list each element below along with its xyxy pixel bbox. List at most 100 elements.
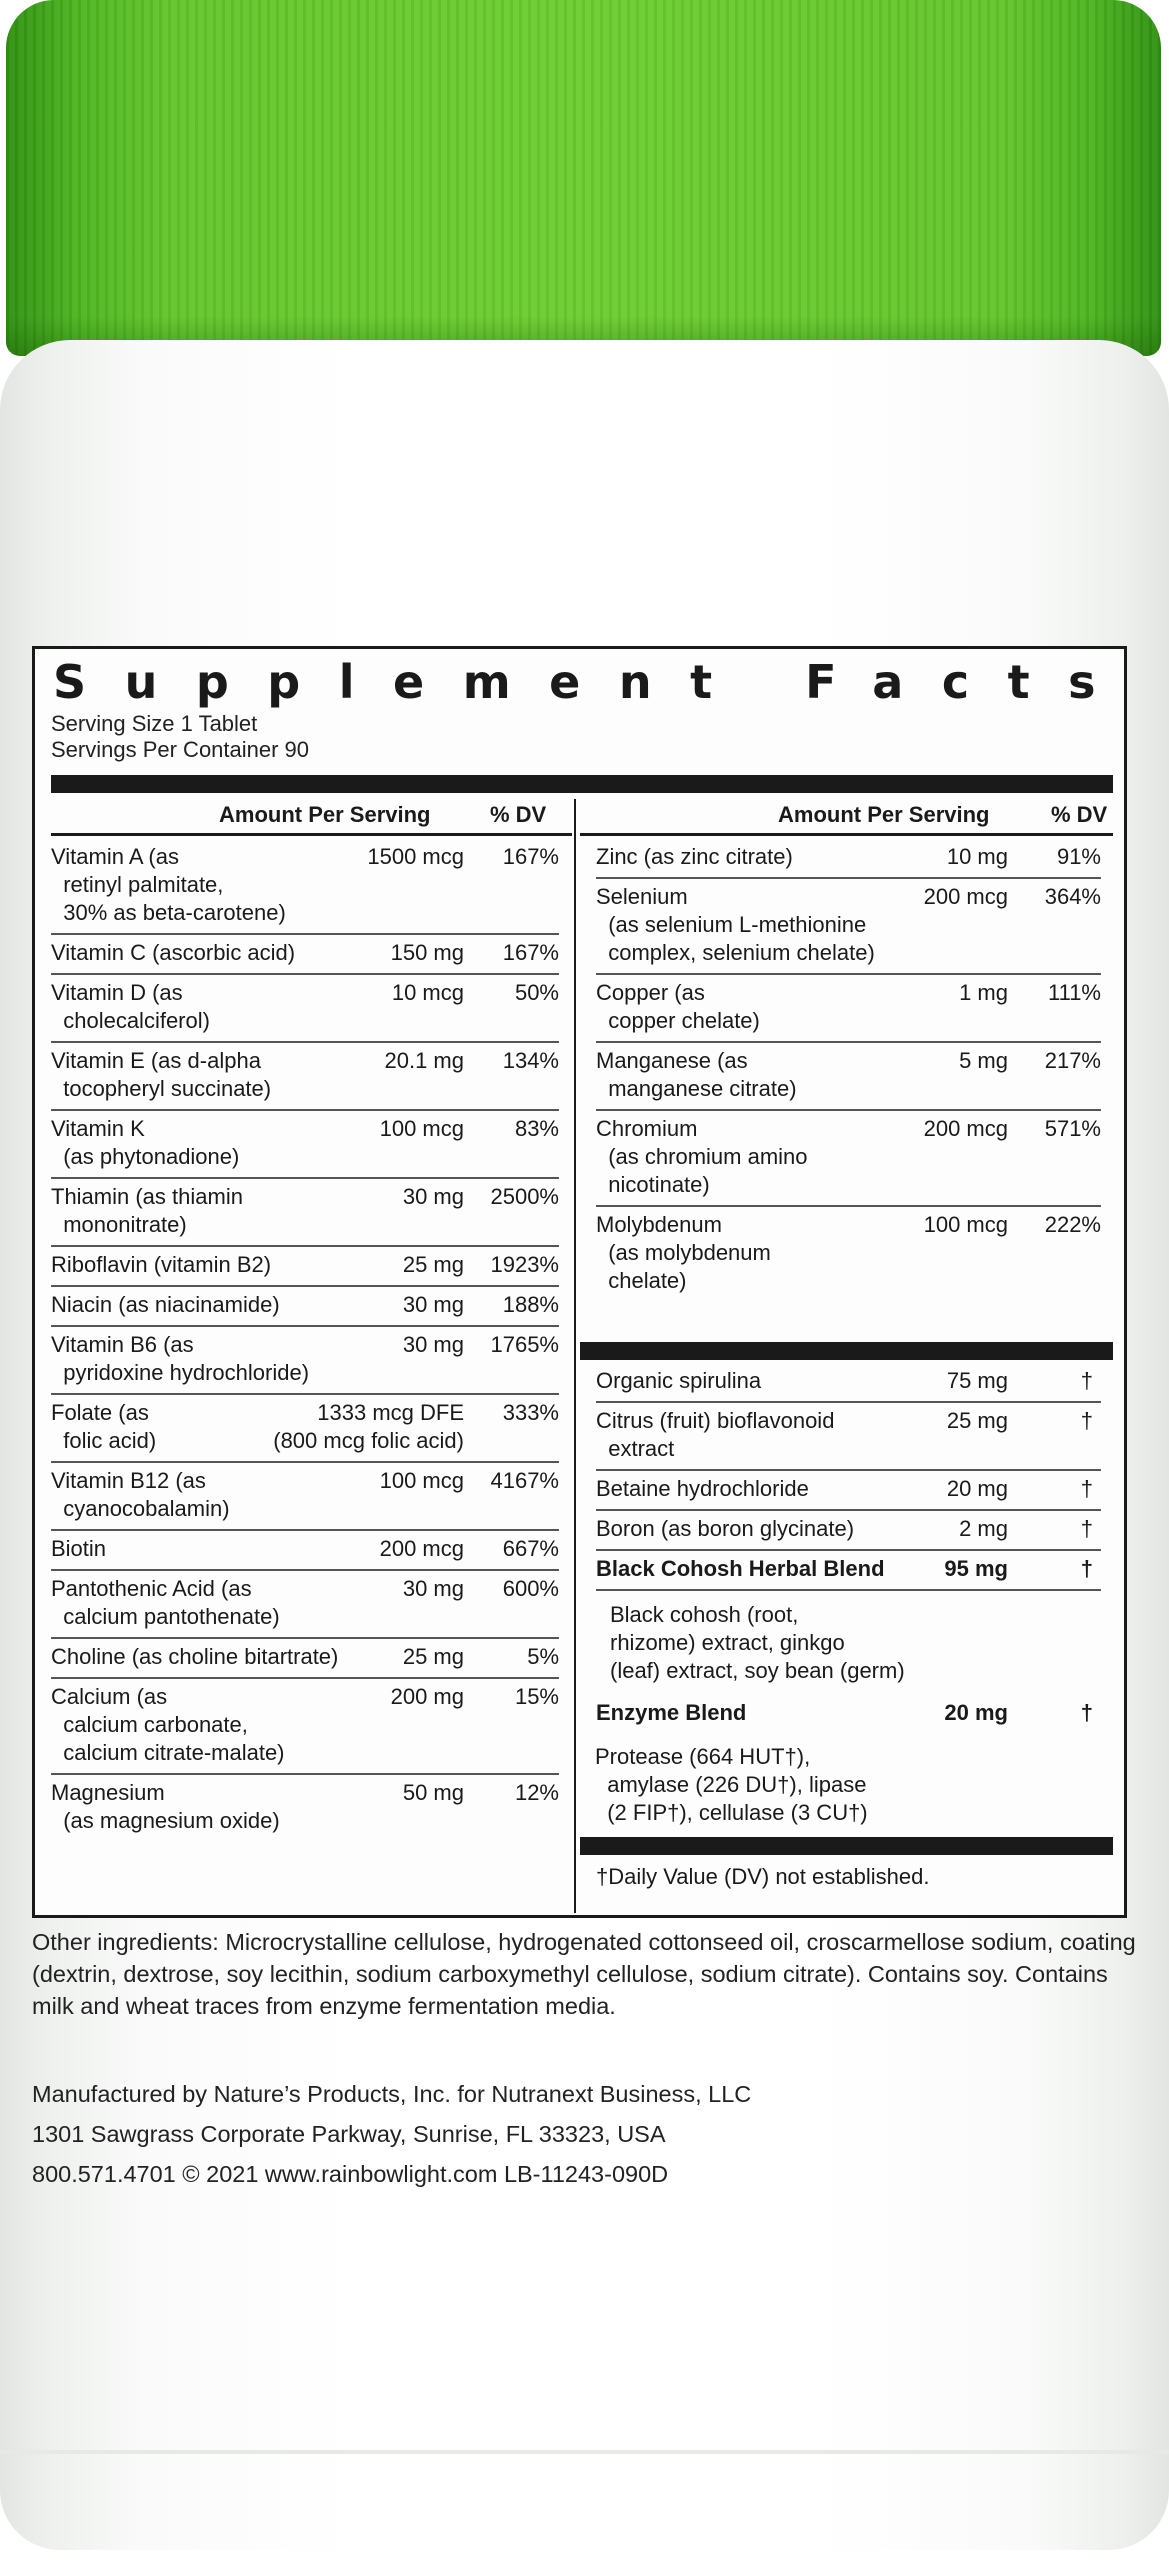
nutrient-amount: 150 mg bbox=[390, 940, 464, 965]
left-header-dv: % DV bbox=[490, 802, 547, 827]
daily-value-footnote: †Daily Value (DV) not established. bbox=[596, 1864, 930, 1889]
servings-per-container: Servings Per Container 90 bbox=[51, 737, 310, 762]
nutrient-daily-value: 222% bbox=[1044, 1212, 1101, 1237]
nutrient-row: Selenium (as selenium L-methionine compl… bbox=[596, 879, 1101, 975]
nutrient-name: Boron (as boron glycinate) bbox=[596, 1516, 855, 1541]
nutrient-amount: 100 mcg bbox=[379, 1468, 464, 1493]
nutrient-name: Folate (as folic acid) bbox=[51, 1400, 157, 1453]
nutrient-daily-value: † bbox=[1080, 1700, 1093, 1725]
row-divider bbox=[51, 1285, 559, 1287]
nutrient-name: Magnesium (as magnesium oxide) bbox=[51, 1780, 280, 1833]
right-mid-bar bbox=[580, 1342, 1113, 1360]
nutrient-row: Betaine hydrochloride 20 mg † bbox=[596, 1471, 1101, 1511]
nutrient-row: Vitamin D (as cholecalciferol) 10 mcg 50% bbox=[51, 975, 559, 1043]
row-divider bbox=[596, 973, 1101, 975]
nutrient-row: Vitamin E (as d-alpha tocopheryl succina… bbox=[51, 1043, 559, 1111]
left-header-rule bbox=[51, 833, 572, 836]
nutrient-daily-value: † bbox=[1080, 1476, 1093, 1501]
row-divider bbox=[51, 1177, 559, 1179]
nutrient-daily-value: 333% bbox=[502, 1400, 559, 1425]
nutrient-daily-value: 167% bbox=[502, 844, 559, 869]
nutrient-row: Manganese (as manganese citrate) 5 mg 217% bbox=[596, 1043, 1101, 1111]
nutrient-name: Calcium (as calcium carbonate, calcium c… bbox=[51, 1684, 285, 1765]
nutrient-name: Vitamin B12 (as cyanocobalamin) bbox=[51, 1468, 230, 1521]
nutrient-name: Selenium (as selenium L-methionine compl… bbox=[596, 884, 875, 965]
right-header-dv: % DV bbox=[1051, 802, 1108, 827]
row-divider bbox=[51, 1393, 559, 1395]
nutrient-name: Choline (as choline bitartrate) bbox=[51, 1644, 339, 1669]
nutrient-name: Citrus (fruit) bioflavonoid extract bbox=[596, 1408, 835, 1461]
nutrient-amount: 10 mg bbox=[946, 844, 1008, 869]
manufacturer-address: 1301 Sawgrass Corporate Parkway, Sunrise… bbox=[32, 2121, 666, 2147]
nutrient-amount: 95 mg bbox=[944, 1556, 1008, 1581]
nutrient-daily-value: 5% bbox=[527, 1644, 559, 1669]
nutrient-row: Biotin 200 mcg 667% bbox=[51, 1531, 559, 1571]
nutrient-row: Vitamin K (as phytonadione) 100 mcg 83% bbox=[51, 1111, 559, 1179]
nutrient-row: Thiamin (as thiamin mononitrate) 30 mg 250… bbox=[51, 1179, 559, 1247]
nutrient-amount: 25 mg bbox=[402, 1252, 464, 1277]
row-divider bbox=[51, 1325, 559, 1327]
nutrient-amount: 1 mg bbox=[959, 980, 1008, 1005]
nutrient-row: Calcium (as calcium carbonate, calcium c… bbox=[51, 1679, 559, 1775]
nutrient-name: Thiamin (as thiamin mononitrate) bbox=[51, 1184, 243, 1237]
nutrient-daily-value: 188% bbox=[502, 1292, 559, 1317]
header-bar bbox=[51, 775, 1113, 793]
nutrient-name: Vitamin K (as phytonadione) bbox=[51, 1116, 240, 1169]
nutrient-name: Pantothenic Acid (as calcium pantothenat… bbox=[51, 1576, 280, 1629]
nutrient-amount: 25 mg bbox=[946, 1408, 1008, 1433]
nutrient-daily-value: 167% bbox=[502, 940, 559, 965]
nutrient-daily-value: 83% bbox=[514, 1116, 559, 1141]
right-header-amount: Amount Per Serving bbox=[778, 802, 990, 827]
other-ingredients: Other ingredients: Microcrystalline cell… bbox=[32, 1929, 1136, 2019]
row-divider bbox=[596, 1041, 1101, 1043]
nutrient-amount: 200 mcg bbox=[923, 1116, 1008, 1141]
row-divider bbox=[596, 1549, 1101, 1551]
nutrient-daily-value: 134% bbox=[502, 1048, 559, 1073]
row-divider bbox=[51, 1637, 559, 1639]
nutrient-daily-value: 217% bbox=[1044, 1048, 1101, 1073]
nutrient-daily-value: 4167% bbox=[490, 1468, 559, 1493]
row-divider bbox=[596, 1509, 1101, 1511]
manufacturer-line: Manufactured by Nature’s Products, Inc. … bbox=[32, 2081, 752, 2107]
row-divider bbox=[51, 1461, 559, 1463]
row-divider bbox=[51, 1773, 559, 1775]
nutrient-row: Molybdenum (as molybdenum chelate) 100 mc… bbox=[596, 1207, 1101, 1303]
nutrient-row: Vitamin B6 (as pyridoxine hydrochloride)… bbox=[51, 1327, 559, 1395]
nutrient-row: Niacin (as niacinamide) 30 mg 188% bbox=[51, 1287, 559, 1327]
nutrient-row: Enzyme Blend 20 mg † bbox=[596, 1695, 1101, 1735]
nutrient-daily-value: 667% bbox=[502, 1536, 559, 1561]
row-divider bbox=[51, 933, 559, 935]
nutrient-name: Vitamin A (as retinyl palmitate, 30% as … bbox=[51, 844, 286, 925]
row-divider bbox=[596, 1205, 1101, 1207]
nutrient-name: Vitamin B6 (as pyridoxine hydrochloride) bbox=[51, 1332, 310, 1385]
nutrient-row: Chromium (as chromium amino nicotinate) 2… bbox=[596, 1111, 1101, 1207]
bottle-base-rim bbox=[0, 2450, 1169, 2454]
nutrient-name: Vitamin C (ascorbic acid) bbox=[51, 940, 296, 965]
nutrient-daily-value: 1923% bbox=[490, 1252, 559, 1277]
nutrient-name: Betaine hydrochloride bbox=[596, 1476, 809, 1501]
nutrient-row: Vitamin C (ascorbic acid) 150 mg 167% bbox=[51, 935, 559, 975]
right-footer-bar bbox=[580, 1837, 1113, 1855]
nutrient-amount: 30 mg bbox=[402, 1576, 464, 1601]
supplement-facts-panel: Supplement Facts Serving Size 1 Tablet S… bbox=[32, 646, 1127, 1918]
nutrient-name: Black Cohosh Herbal Blend bbox=[596, 1556, 885, 1581]
nutrient-row: Folate (as folic acid) 1333 mcg DFE (800 … bbox=[51, 1395, 559, 1463]
row-divider bbox=[51, 1677, 559, 1679]
nutrient-amount: 20 mg bbox=[946, 1476, 1008, 1501]
nutrient-daily-value: † bbox=[1080, 1516, 1093, 1541]
nutrient-amount: 200 mg bbox=[390, 1684, 464, 1709]
row-divider bbox=[596, 1109, 1101, 1111]
nutrient-row: Black Cohosh Herbal Blend 95 mg † bbox=[596, 1551, 1101, 1591]
row-divider bbox=[51, 1245, 559, 1247]
nutrient-daily-value: 50% bbox=[514, 980, 559, 1005]
nutrient-name: Copper (as copper chelate) bbox=[596, 980, 760, 1033]
nutrient-name: Vitamin E (as d-alpha tocopheryl succina… bbox=[51, 1048, 272, 1101]
nutrient-amount: 30 mg bbox=[402, 1184, 464, 1209]
nutrient-name: Zinc (as zinc citrate) bbox=[596, 844, 793, 869]
nutrient-name: Enzyme Blend bbox=[596, 1700, 747, 1725]
row-divider bbox=[51, 973, 559, 975]
nutrient-row: Choline (as choline bitartrate) 25 mg 5% bbox=[51, 1639, 559, 1679]
nutrient-daily-value: 364% bbox=[1044, 884, 1101, 909]
row-divider bbox=[596, 877, 1101, 879]
serving-size: Serving Size 1 Tablet bbox=[51, 711, 258, 736]
